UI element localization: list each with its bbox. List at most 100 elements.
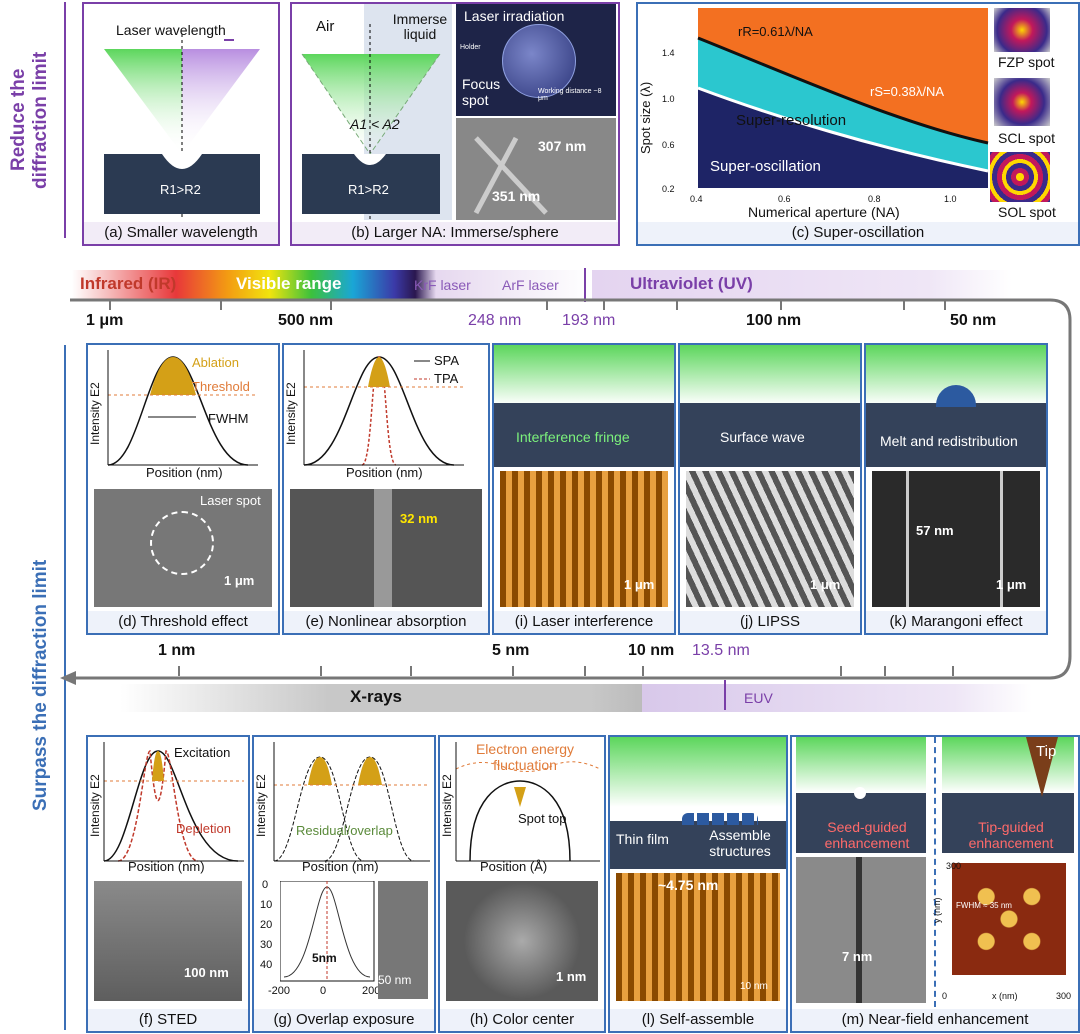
wl-10nm: 10 nm xyxy=(628,642,675,659)
scl-spot-image xyxy=(994,78,1050,126)
g-profile-plot xyxy=(280,881,375,982)
m-tip: Tip xyxy=(1036,743,1057,760)
wl-1nm: 1 nm xyxy=(158,642,196,659)
panel-j: Surface wave 1 μm (j) LIPSS xyxy=(678,343,862,635)
h-xlabel: Position (Å) xyxy=(480,859,548,874)
m-t0: 0 xyxy=(942,991,948,1001)
tick xyxy=(512,666,514,676)
wl-248nm: 248 nm xyxy=(468,312,522,329)
h-spot-top: Spot top xyxy=(518,811,567,826)
band-ir: Infrared (IR) xyxy=(80,274,177,293)
e-spa: SPA xyxy=(434,353,460,368)
g-caption: (g) Overlap exposure xyxy=(254,1009,434,1031)
i-caption: (i) Laser interference xyxy=(494,611,674,633)
k-text: Melt and redistribution xyxy=(880,433,1018,449)
sidebar-line-top xyxy=(64,2,66,238)
panel-m: Seed-guided enhancement Tip Tip-guided e… xyxy=(790,735,1080,1033)
xray-band xyxy=(120,684,642,712)
c-ytick-0: 1.4 xyxy=(662,48,675,58)
wl-50nm: 50 nm xyxy=(950,312,997,329)
j-scale: 1 μm xyxy=(810,577,841,592)
l-stm-image xyxy=(616,873,780,1001)
tick xyxy=(178,666,180,676)
tick xyxy=(780,300,782,310)
wl-500nm: 500 nm xyxy=(278,312,334,329)
d-threshold: Threshold xyxy=(192,379,250,394)
panel-b-wd: Working distance ~8 μm xyxy=(538,88,602,102)
panel-b-holder: Holder xyxy=(460,44,481,51)
panel-c-xlabel: Numerical aperture (NA) xyxy=(748,204,900,220)
k-scale: 1 μm xyxy=(996,577,1027,592)
panel-c-sol: SOL spot xyxy=(998,204,1056,220)
panel-b-m2: 351 nm xyxy=(492,188,541,204)
wl-5nm: 5 nm xyxy=(492,642,530,659)
tick xyxy=(952,666,954,676)
panel-a-label: Laser wavelength xyxy=(116,22,226,38)
tick xyxy=(584,666,586,676)
i-afm-image xyxy=(500,471,668,607)
panel-c-chart xyxy=(697,8,989,188)
i-text: Interference fringe xyxy=(516,429,630,445)
d-caption: (d) Threshold effect xyxy=(88,611,278,633)
panel-c: 1.4 1.0 0.6 0.2 0.4 0.6 0.8 1.0 Spot siz… xyxy=(636,2,1080,246)
m-tip-text: Tip-guided enhancement xyxy=(968,819,1054,851)
l-thin-film: Thin film xyxy=(616,831,669,847)
band-visible: Visible range xyxy=(236,274,342,293)
tick xyxy=(320,666,322,676)
panel-b-caption: (b) Larger NA: Immerse/sphere xyxy=(292,222,618,244)
uv-band xyxy=(592,270,1012,300)
panel-c-rs: rS=0.38λ/NA xyxy=(870,84,945,99)
e-ylabel: Intensity E2 xyxy=(284,382,298,445)
m-fwhm: FWHM ≈ 35 nm xyxy=(956,901,1012,910)
panel-c-superosc: Super-oscillation xyxy=(710,158,821,175)
panel-i: Interference fringe 1 μm (i) Laser inter… xyxy=(492,343,676,635)
j-caption: (j) LIPSS xyxy=(680,611,860,633)
uv-divider xyxy=(584,268,586,302)
tick xyxy=(884,666,886,676)
d-sem-image xyxy=(94,489,272,607)
f-xlabel: Position (nm) xyxy=(128,859,205,874)
panel-b-r: R1>R2 xyxy=(348,182,389,197)
k-melt-drop xyxy=(936,385,976,407)
d-fwhm: FWHM xyxy=(208,411,249,426)
m-divider xyxy=(934,737,938,1007)
d-spot: Laser spot xyxy=(200,493,261,508)
d-ylabel: Intensity E2 xyxy=(88,382,102,445)
wl-1um: 1 μm xyxy=(86,312,124,329)
tick xyxy=(944,300,946,310)
panel-b-immerse: Immerse liquid xyxy=(392,11,448,42)
h-scale: 1 nm xyxy=(556,969,587,984)
panel-f: Excitation Depletion Position (nm) Inten… xyxy=(86,735,250,1033)
panel-c-superres: Super-resolution xyxy=(736,112,847,129)
sol-spot-image xyxy=(990,152,1050,202)
panel-c-scl: SCL spot xyxy=(998,130,1056,146)
sidebar-reduce-label: Reduce the diffraction limit xyxy=(8,51,51,189)
m-sem-image xyxy=(796,857,926,1003)
tick xyxy=(676,300,678,310)
c-xtick-0: 0.4 xyxy=(690,194,703,204)
panel-c-rr: rR=0.61λ/NA xyxy=(738,24,813,39)
f-depletion: Depletion xyxy=(176,821,231,836)
tick xyxy=(410,666,412,676)
band-xray: X-rays xyxy=(350,687,402,706)
g-ytick-4: 40 xyxy=(260,959,273,971)
c-ytick-1: 1.0 xyxy=(662,94,675,104)
f-excitation: Excitation xyxy=(174,745,231,760)
c-xtick-2: 0.8 xyxy=(868,194,881,204)
m-seed-text: Seed-guided enhancement xyxy=(824,819,910,851)
panel-d: Ablation Threshold FWHM Position (nm) In… xyxy=(86,343,280,635)
m-yl: y (nm) xyxy=(932,897,942,924)
f-sem-image xyxy=(94,881,242,1001)
tick xyxy=(642,666,644,676)
i-scale: 1 μm xyxy=(624,577,655,592)
m-tip-shape xyxy=(1026,737,1058,797)
panel-l: Thin film Assemble structures ~4.75 nm 1… xyxy=(608,735,788,1033)
m-t300: 300 xyxy=(946,861,962,871)
g-ytick-2: 20 xyxy=(260,919,273,931)
h-caption: (h) Color center xyxy=(440,1009,604,1031)
tick xyxy=(840,666,842,676)
k-measure: 57 nm xyxy=(916,523,954,538)
spectrum-band xyxy=(72,270,592,300)
f-ylabel: Intensity E2 xyxy=(88,774,102,837)
tick xyxy=(903,300,905,310)
